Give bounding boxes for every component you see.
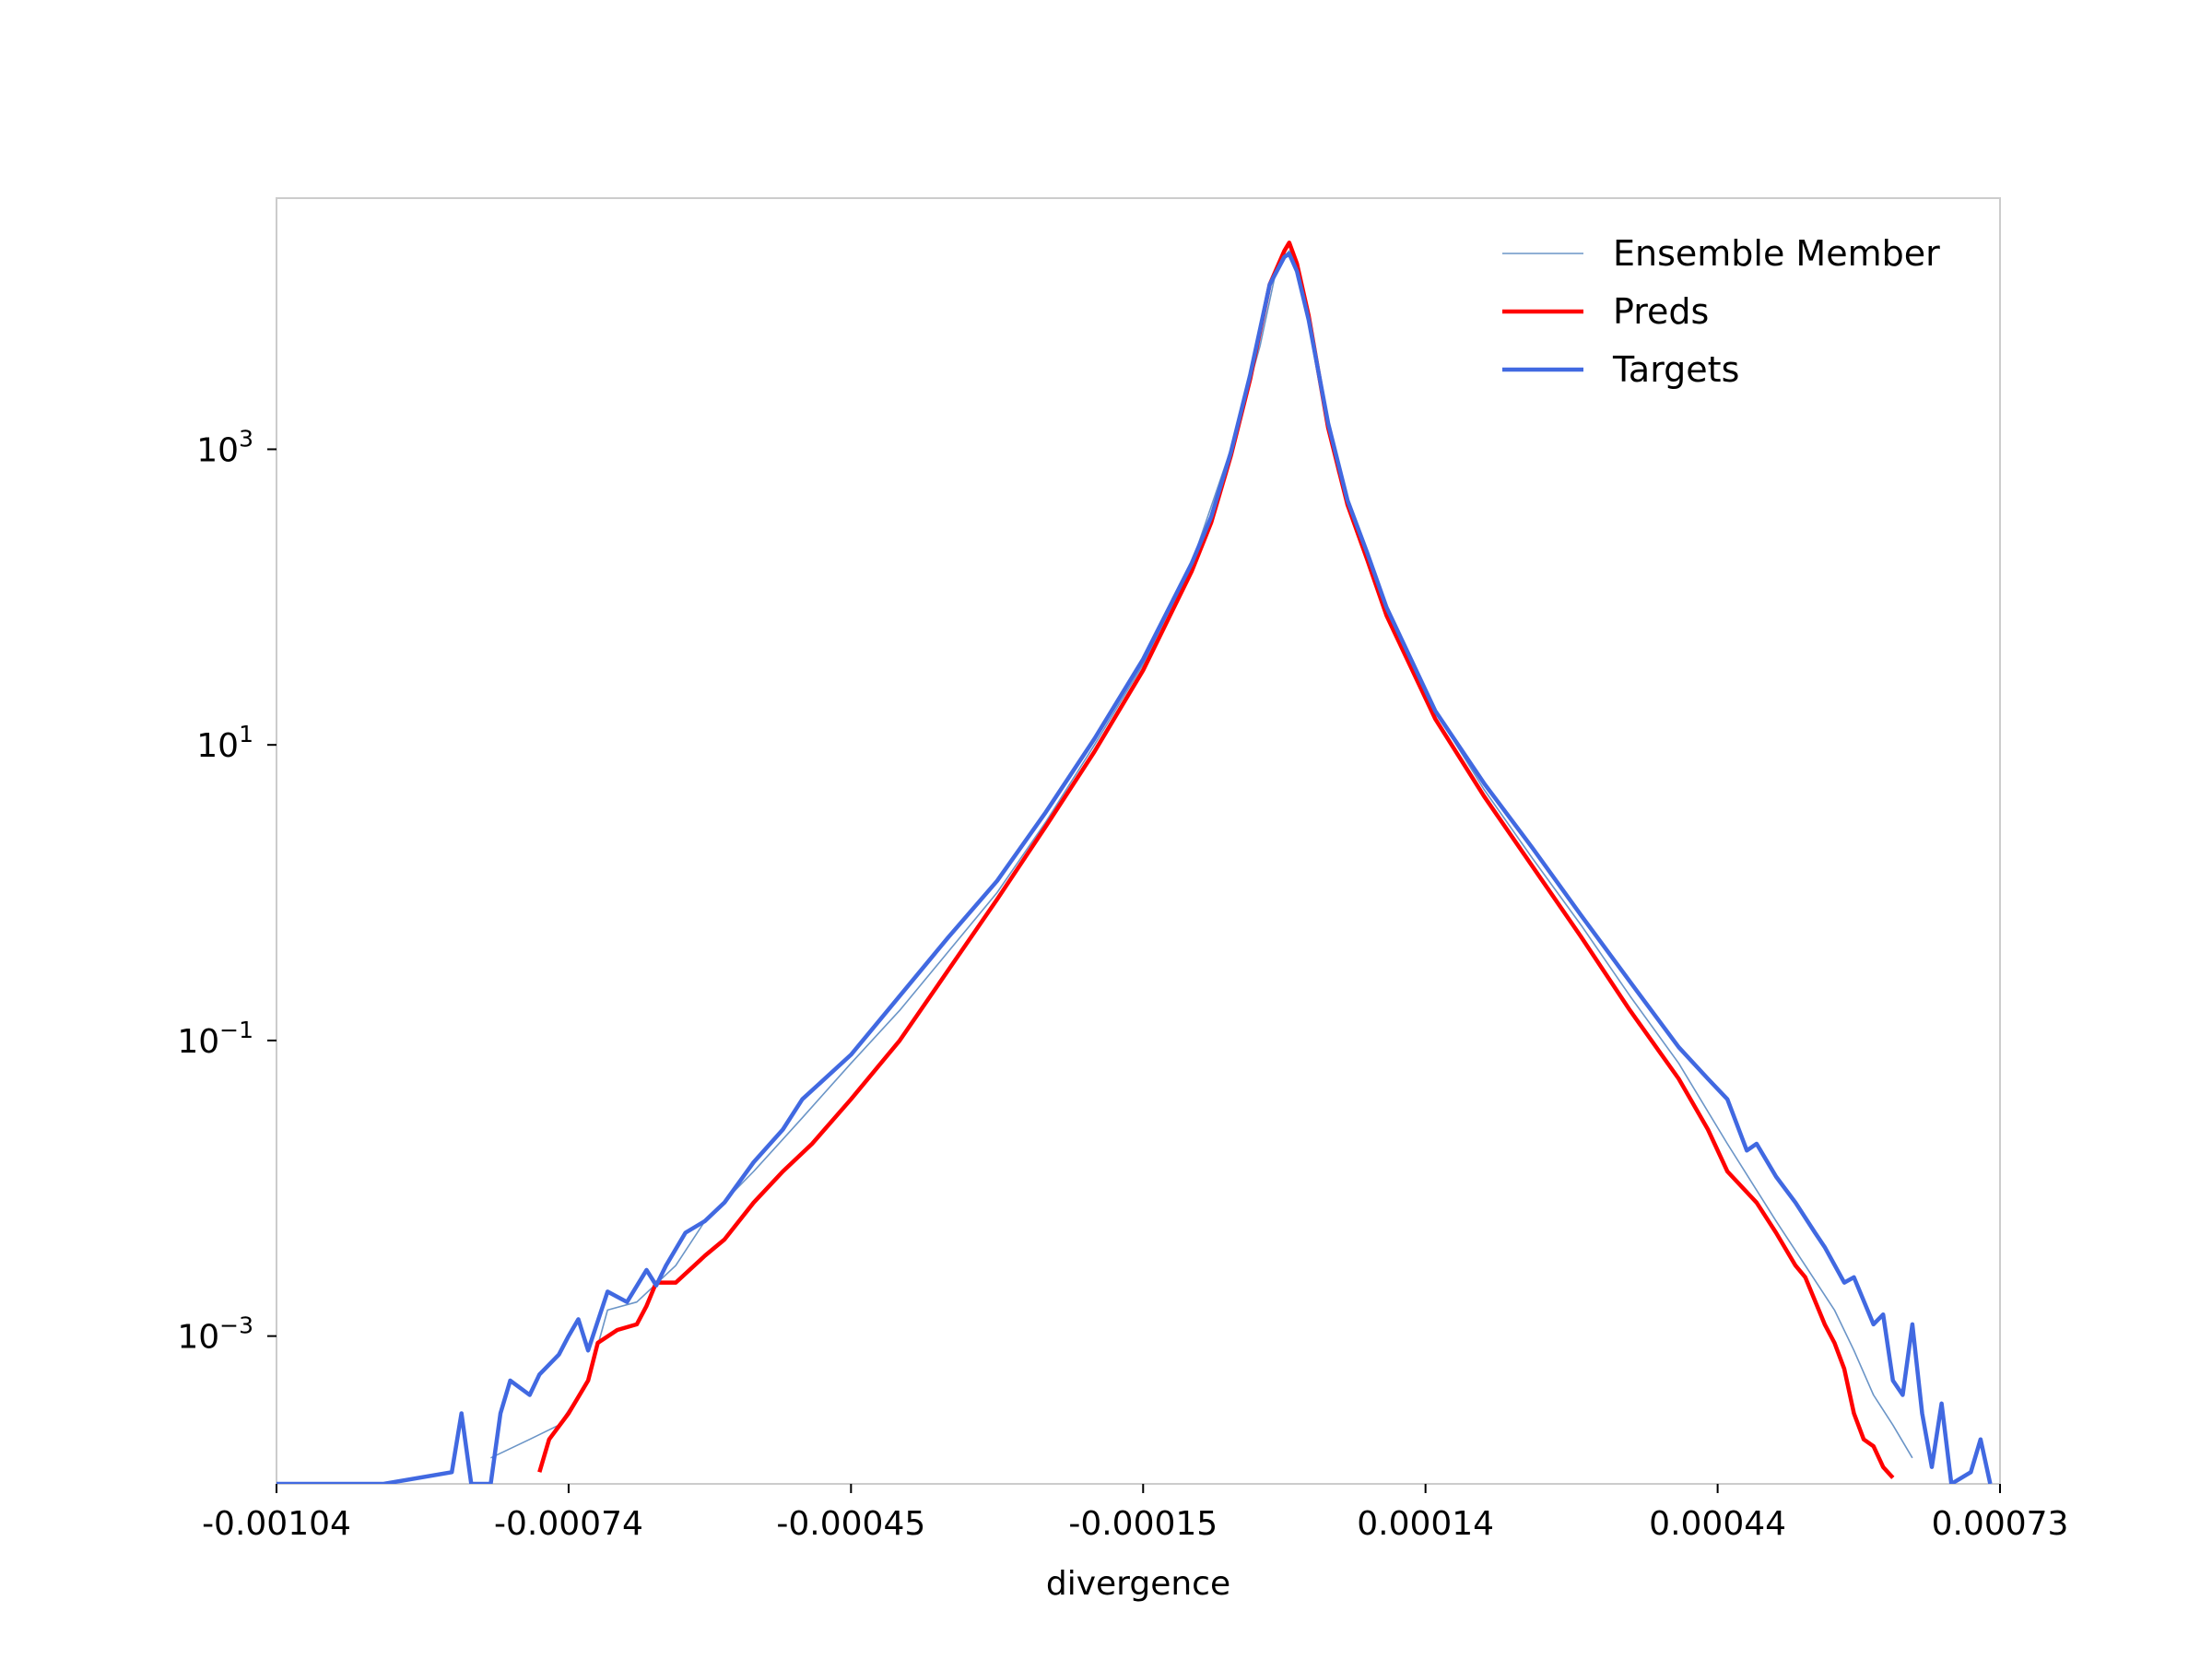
series-line-targets bbox=[276, 252, 1993, 1484]
legend-label-preds: Preds bbox=[1613, 291, 1709, 332]
x-tick-label: -0.00045 bbox=[776, 1505, 925, 1543]
series-line-ensemble-member bbox=[490, 250, 1913, 1459]
legend: Ensemble Member Preds Targets bbox=[1502, 233, 1940, 390]
series-layer bbox=[276, 241, 1993, 1484]
x-tick-label: 0.00014 bbox=[1357, 1505, 1494, 1543]
y-tick-label: 101 bbox=[196, 721, 253, 765]
y-tick-label: 10−1 bbox=[177, 1017, 253, 1061]
legend-label-targets: Targets bbox=[1612, 349, 1739, 390]
plot-area bbox=[276, 197, 2001, 1485]
y-axis: 10−3 10−1 101 103 bbox=[177, 425, 276, 1357]
x-tick-label: -0.00104 bbox=[202, 1505, 351, 1543]
legend-label-ensemble-member: Ensemble Member bbox=[1613, 233, 1940, 274]
x-axis: -0.00104 -0.00074 -0.00045 -0.00015 0.00014 0… bbox=[202, 1484, 2068, 1543]
x-tick-label: -0.00015 bbox=[1068, 1505, 1218, 1543]
x-axis-label: divergence bbox=[1046, 1565, 1230, 1603]
series-line-preds bbox=[537, 241, 1895, 1479]
x-tick-label: 0.00044 bbox=[1649, 1505, 1786, 1543]
x-tick-label: 0.00073 bbox=[1932, 1505, 2069, 1543]
y-tick-label: 103 bbox=[196, 425, 253, 469]
y-tick-label: 10−3 bbox=[177, 1312, 253, 1357]
x-tick-label: -0.00074 bbox=[494, 1505, 643, 1543]
